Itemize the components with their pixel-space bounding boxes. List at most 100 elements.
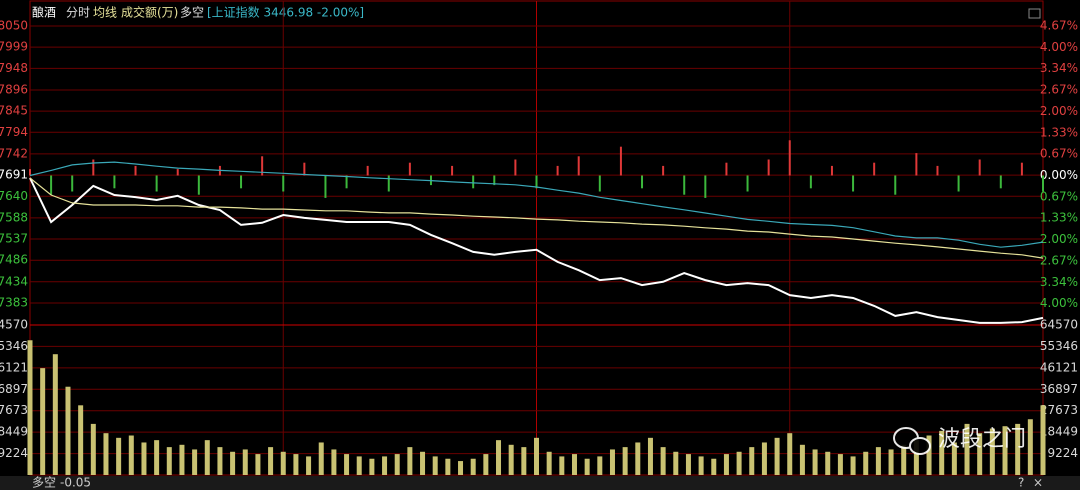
volume-bar [445,458,451,475]
volume-bar [470,458,476,475]
price-line [29,161,1044,248]
help-button[interactable]: ? [1018,476,1024,490]
volume-bar [951,442,957,475]
volume-bar [154,440,160,475]
y-tick-label: 7588 [0,210,28,224]
volume-bar [1015,423,1021,475]
volume-bar [369,458,375,475]
y-tick-label: 18449 [0,425,28,439]
volume-bar [331,449,337,475]
price-line [29,177,1044,259]
footer-label: 多空 [32,476,56,490]
volume-bar [432,456,438,475]
volume-bar [521,447,527,475]
volume-bar [103,433,109,475]
volume-bar [977,433,983,475]
volume-bar [597,456,603,475]
y-tick-label: 7999 [0,40,28,54]
volume-bar [458,461,464,475]
tab[interactable]: 成交额(万) [121,5,178,20]
volume-bar [546,451,552,475]
y-tick-label: 7537 [0,232,28,246]
volume-bar [204,440,210,475]
volume-bar [141,442,147,475]
y2-tick-label: 0.00% [1040,168,1078,182]
y-tick-label: 7896 [0,82,28,96]
y-tick-label: 64570 [0,318,28,332]
volume-bar [799,444,805,475]
y-tick-label: 36897 [0,382,28,396]
price-line [29,177,1044,324]
volume-bar [622,447,628,475]
volume-bar [268,447,274,475]
y2-tick-label: 0.67% [1040,147,1078,161]
volume-bar [888,449,894,475]
volume-bar [318,442,324,475]
watermark-text: 波段之门 [938,427,1026,452]
volume-bar [926,435,932,475]
y-tick-label: 7845 [0,104,28,118]
y-tick-label-right: 55346 [1040,339,1078,353]
volume-bar [166,447,172,475]
volume-bar [1002,426,1008,475]
volume-bar [698,456,704,475]
window-button[interactable] [1028,8,1041,19]
sector-name: 酿酒 [32,5,56,20]
close-button[interactable]: × [1033,476,1043,490]
volume-bar [508,444,514,475]
volume-bar [825,451,831,475]
volume-bar [1040,405,1046,475]
volume-bar [394,454,400,475]
volume-bar [230,451,236,475]
y2-tick-label: 0.67% [1040,189,1078,203]
y-tick-label: 7434 [0,274,28,288]
volume-bar [116,437,122,475]
y2-tick-label: 3.34% [1040,61,1078,75]
volume-bar [217,447,223,475]
volume-bar [344,454,350,475]
volume-bar [255,454,261,475]
volume-bar [280,451,286,475]
volume-bar [293,454,299,475]
y2-tick-label: 1.33% [1040,211,1078,225]
volume-bar [939,430,945,475]
y-tick-label: 7691 [0,168,28,182]
volume-bar [901,444,907,475]
tab[interactable]: 均线 [93,6,117,20]
y2-tick-label: 1.33% [1040,125,1078,139]
volume-bar [635,442,641,475]
y2-tick-label: 2.00% [1040,104,1078,118]
volume-bar [306,456,312,475]
watermark: 波段之门 [893,427,1026,455]
y-tick-label: 7640 [0,189,28,203]
y-tick-label: 55346 [0,339,28,353]
y2-tick-label: 2.00% [1040,232,1078,246]
volume-bar [382,456,388,475]
volume-bar [571,454,577,475]
volume-bar [812,449,818,475]
volume-bar [40,368,46,475]
volume-bar [647,437,653,475]
volume-bar [711,458,717,475]
volume-bar [787,433,793,475]
volume-bar [1027,419,1033,475]
y-tick-label: 9224 [0,446,28,460]
tab[interactable]: 分时 [66,6,90,20]
y2-tick-label: 3.34% [1040,275,1078,289]
watermark-icon [909,437,931,455]
volume-bar [875,447,881,475]
volume-bar [863,451,869,475]
tab[interactable]: 多空 [180,6,204,20]
volume-bar [749,447,755,475]
y-tick-label-right: 27673 [1040,403,1078,417]
volume-bar [78,405,84,475]
volume-bar [761,442,767,475]
volume-bar [685,454,691,475]
y2-tick-label: 4.67% [1040,19,1078,33]
volume-bar [989,428,995,475]
volume-bar [128,435,134,475]
y2-tick-label: 4.00% [1040,40,1078,54]
volume-bar [837,454,843,475]
index-info: [上证指数 3446.98 -2.00%] [207,5,364,20]
volume-bar [407,447,413,475]
